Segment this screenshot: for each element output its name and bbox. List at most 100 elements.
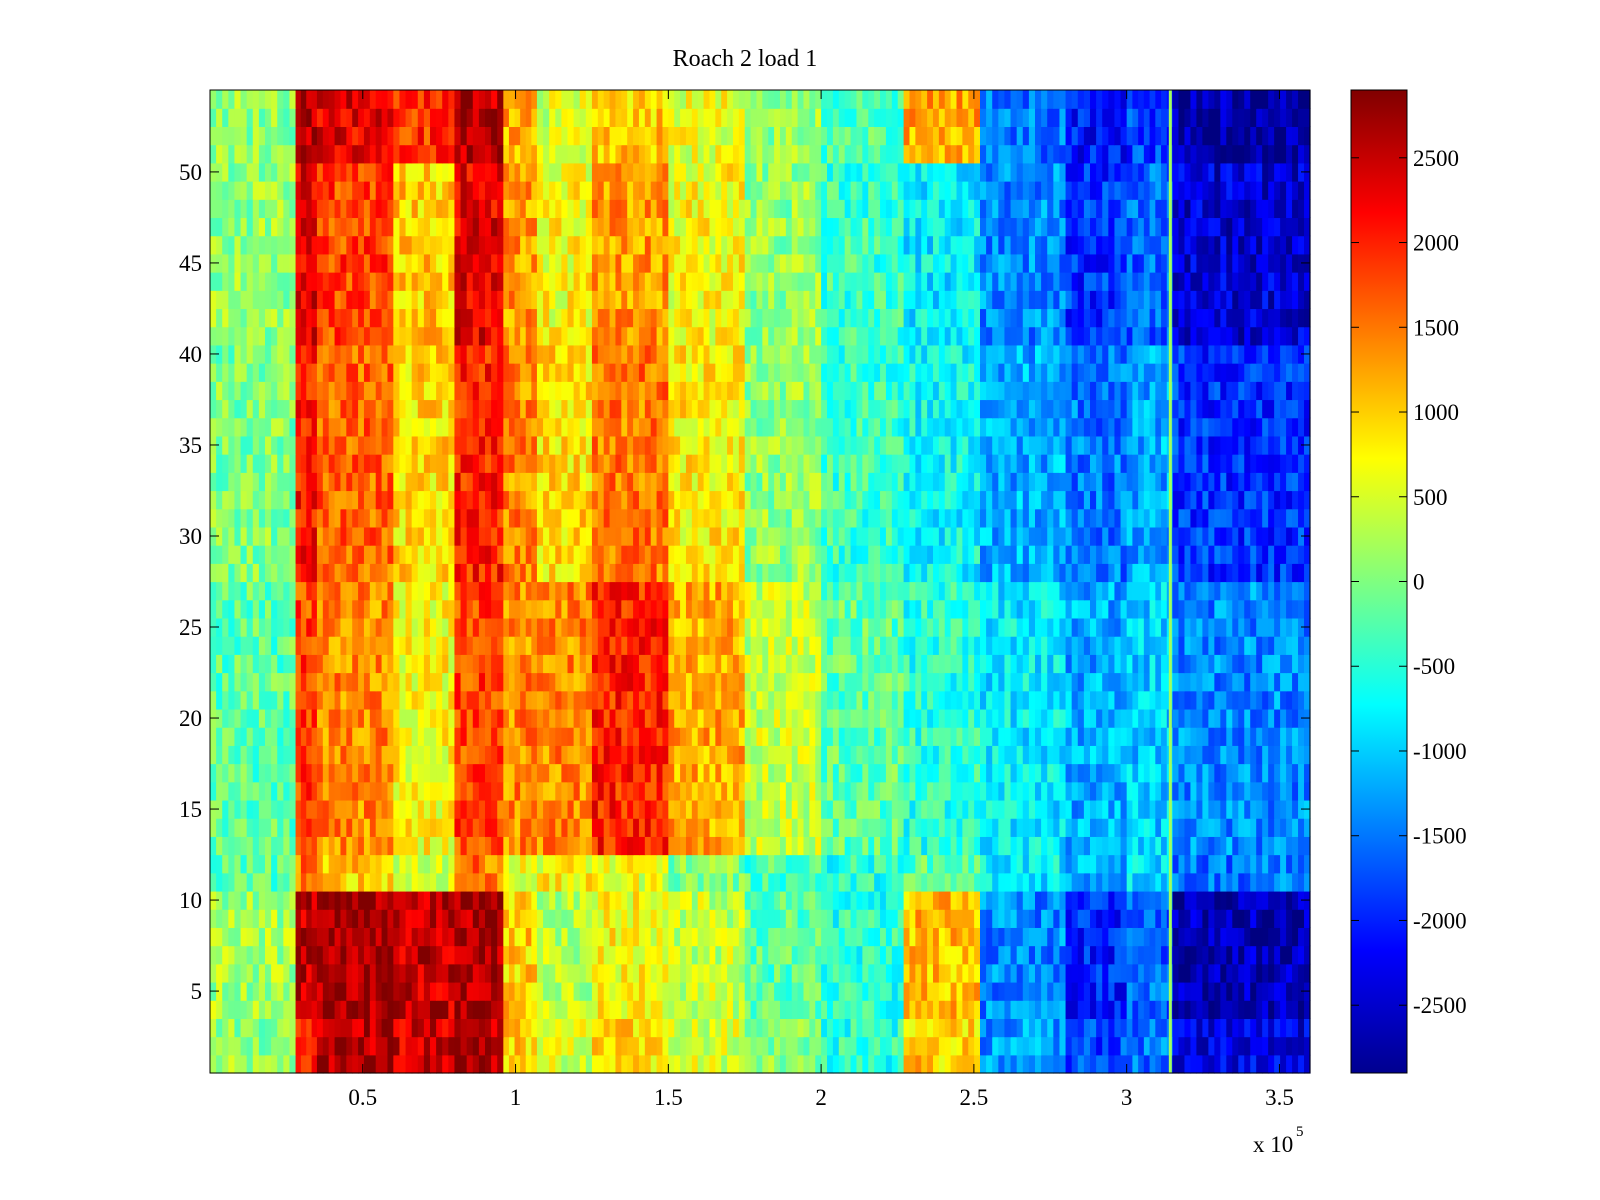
- heatmap-cell: [503, 599, 510, 619]
- heatmap-cell: [1208, 1054, 1215, 1074]
- heatmap-cell: [1232, 890, 1239, 910]
- heatmap-cell: [300, 636, 307, 655]
- heatmap-cell: [1059, 745, 1067, 765]
- heatmap-cell: [750, 727, 758, 746]
- heatmap-cell: [1083, 617, 1091, 637]
- heatmap-cell: [375, 818, 383, 837]
- heatmap-cell: [1053, 1054, 1061, 1074]
- heatmap-cell: [1077, 1036, 1085, 1056]
- heatmap-cell: [697, 654, 705, 674]
- heatmap-cell: [352, 981, 359, 1001]
- heatmap-cell: [478, 909, 486, 928]
- heatmap-cell: [921, 909, 928, 928]
- heatmap-cell: [352, 963, 359, 983]
- heatmap-cell: [921, 927, 928, 947]
- heatmap-cell: [405, 818, 413, 837]
- heatmap-cell: [1059, 1018, 1067, 1038]
- heatmap-cell: [674, 945, 681, 965]
- heatmap-cell: [838, 690, 846, 710]
- heatmap-cell: [258, 799, 266, 819]
- heatmap-cell: [680, 745, 687, 765]
- heatmap-cell: [609, 781, 617, 801]
- heatmap-cell: [1190, 654, 1198, 674]
- heatmap-cell: [525, 927, 532, 947]
- heatmap-cell: [283, 927, 291, 947]
- heatmap-cell: [567, 872, 575, 892]
- heatmap-cell: [1047, 690, 1054, 710]
- heatmap-cell: [709, 599, 716, 619]
- heatmap-cell: [381, 818, 389, 837]
- heatmap-cell: [1010, 581, 1018, 601]
- heatmap-cell: [832, 1036, 840, 1056]
- heatmap-cell: [561, 581, 569, 601]
- heatmap-cell: [621, 799, 628, 819]
- heatmap-cell: [525, 781, 532, 801]
- heatmap-cell: [460, 963, 468, 983]
- heatmap-cell: [525, 708, 532, 728]
- heatmap-cell: [478, 727, 486, 746]
- heatmap-cell: [1274, 727, 1281, 746]
- heatmap-cell: [508, 927, 516, 947]
- heatmap-cell: [549, 818, 556, 837]
- heatmap-cell: [768, 672, 775, 692]
- heatmap-cell: [283, 1054, 291, 1074]
- heatmap-cell: [797, 836, 805, 856]
- heatmap-cell: [779, 836, 787, 856]
- heatmap-cell: [880, 890, 887, 910]
- heatmap-cell: [277, 672, 284, 692]
- heatmap-cell: [491, 763, 498, 783]
- heatmap-cell: [1065, 1054, 1073, 1074]
- heatmap-cell: [1108, 909, 1116, 928]
- heatmap-cell: [685, 708, 693, 728]
- heatmap-cell: [603, 890, 611, 910]
- heatmap-cell: [750, 617, 758, 637]
- heatmap-cell: [1184, 763, 1192, 783]
- heatmap-cell: [1028, 872, 1036, 892]
- heatmap-cell: [1126, 581, 1133, 601]
- heatmap-cell: [668, 708, 675, 728]
- heatmap-cell: [405, 1054, 413, 1074]
- heatmap-cell: [1268, 745, 1275, 765]
- heatmap-cell: [1161, 836, 1168, 856]
- heatmap-cell: [768, 981, 775, 1001]
- heatmap-cell: [1077, 799, 1085, 819]
- heatmap-cell: [1268, 818, 1275, 837]
- heatmap-cell: [216, 581, 223, 601]
- heatmap-cell: [1244, 690, 1251, 710]
- heatmap-cell: [423, 909, 431, 928]
- heatmap-cell: [844, 745, 852, 765]
- heatmap-cell: [880, 654, 887, 674]
- heatmap-cell: [1220, 636, 1227, 655]
- heatmap-cell: [721, 1054, 728, 1074]
- heatmap-cell: [430, 981, 437, 1001]
- heatmap-cell: [797, 708, 805, 728]
- heatmap-cell: [956, 727, 963, 746]
- heatmap-cell: [1096, 727, 1103, 746]
- heatmap-cell: [603, 1036, 611, 1056]
- heatmap-cell: [809, 836, 816, 856]
- heatmap-cell: [472, 781, 480, 801]
- heatmap-cell: [485, 872, 492, 892]
- heatmap-cell: [234, 836, 242, 856]
- heatmap-cell: [295, 727, 302, 746]
- heatmap-cell: [1028, 599, 1036, 619]
- heatmap-cell: [1138, 1018, 1145, 1038]
- heatmap-cell: [732, 617, 740, 637]
- heatmap-cell: [674, 617, 681, 637]
- heatmap-cell: [1178, 1036, 1186, 1056]
- heatmap-cell: [491, 872, 498, 892]
- heatmap-cell: [591, 690, 599, 710]
- heatmap-cell: [1143, 1036, 1151, 1056]
- heatmap-cell: [891, 872, 899, 892]
- heatmap-cell: [234, 909, 242, 928]
- heatmap-cell: [779, 690, 787, 710]
- heatmap-cell: [271, 872, 278, 892]
- heatmap-cell: [709, 672, 716, 692]
- heatmap-cell: [1161, 599, 1168, 619]
- heatmap-cell: [466, 617, 474, 637]
- heatmap-cell: [656, 818, 664, 837]
- heatmap-cell: [715, 890, 722, 910]
- heatmap-cell: [316, 927, 324, 947]
- heatmap-cell: [821, 708, 828, 728]
- heatmap-cell: [283, 836, 291, 856]
